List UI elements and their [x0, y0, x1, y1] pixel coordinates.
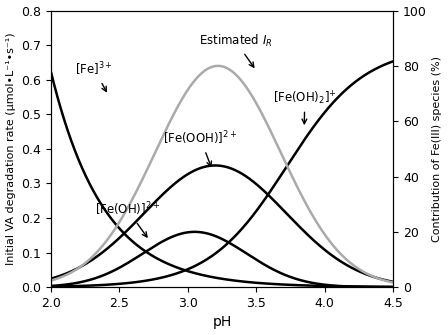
- Text: Estimated $I_R$: Estimated $I_R$: [199, 33, 272, 67]
- Y-axis label: Initial VA degradation rate (μmol•L⁻¹•s⁻¹): Initial VA degradation rate (μmol•L⁻¹•s⁻…: [5, 32, 16, 265]
- Text: [Fe]$^{3+}$: [Fe]$^{3+}$: [76, 61, 113, 91]
- X-axis label: pH: pH: [212, 316, 232, 329]
- Text: [Fe(OOH)]$^{2+}$: [Fe(OOH)]$^{2+}$: [163, 130, 237, 166]
- Text: [Fe(OH)]$^{2+}$: [Fe(OH)]$^{2+}$: [95, 201, 160, 237]
- Y-axis label: Contribution of Fe(III) species (%): Contribution of Fe(III) species (%): [432, 56, 443, 242]
- Text: [Fe(OH)$_2$]$^{+}$: [Fe(OH)$_2$]$^{+}$: [273, 89, 337, 124]
